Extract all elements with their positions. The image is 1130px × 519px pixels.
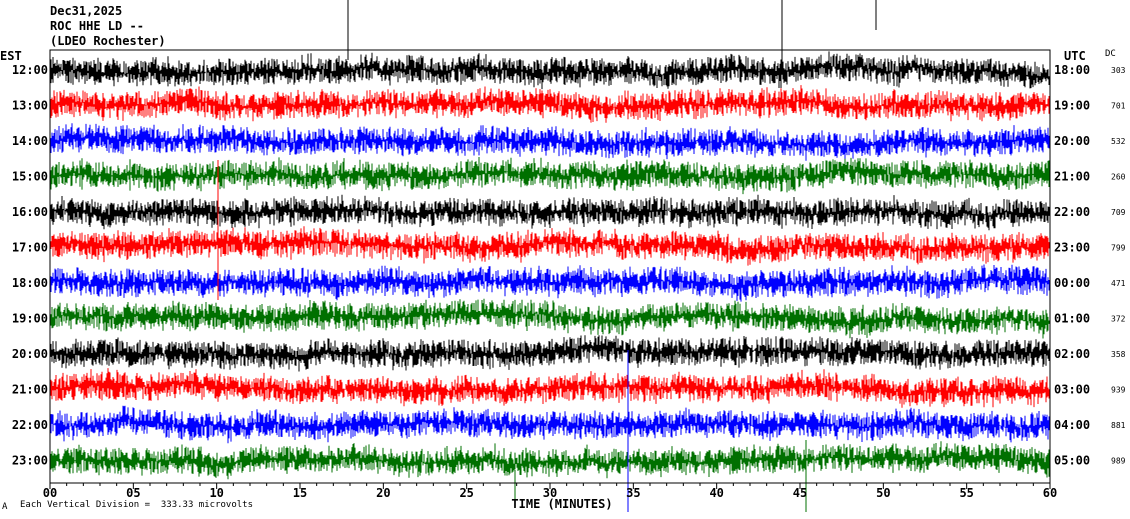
x-tick-label: 15 — [293, 486, 307, 500]
dc-offset-values: 303 701 532 260 709 799 471 372 358 939 881 989 — [1111, 66, 1126, 466]
x-tick-label: 30 — [543, 486, 557, 500]
right-time-label: 19:00 — [1054, 99, 1090, 113]
right-time-labels: 18:00 19:00 20:00 21:00 22:00 23:00 00:00 01:00… — [1054, 63, 1090, 468]
dc-value: 989 — [1111, 457, 1126, 466]
left-time-label: 17:00 — [12, 241, 48, 255]
left-time-label: 13:00 — [12, 99, 48, 113]
left-time-label: 23:00 — [12, 454, 48, 468]
dc-value: 471 — [1111, 279, 1126, 288]
left-time-label: 20:00 — [12, 347, 48, 361]
right-time-label: 03:00 — [1054, 383, 1090, 397]
dc-value: 372 — [1111, 315, 1126, 324]
left-zone-label: EST — [0, 49, 22, 63]
right-time-label: 23:00 — [1054, 241, 1090, 255]
trace-line — [49, 157, 1051, 195]
x-tick-label: 45 — [793, 486, 807, 500]
left-time-label: 19:00 — [12, 312, 48, 326]
right-time-label: 22:00 — [1054, 205, 1090, 219]
header-date: Dec31,2025 — [50, 4, 123, 18]
dc-value: 701 — [1111, 102, 1126, 111]
trace-line — [49, 51, 1051, 90]
right-time-label: 01:00 — [1054, 312, 1090, 326]
right-time-label: 21:00 — [1054, 170, 1090, 184]
corner-mark: A — [2, 502, 8, 512]
right-time-label: 04:00 — [1054, 418, 1090, 432]
left-time-label: 22:00 — [12, 418, 48, 432]
trace-line — [49, 85, 1051, 123]
dc-value: 881 — [1111, 421, 1126, 430]
right-time-label: 18:00 — [1054, 63, 1090, 77]
trace-line — [49, 226, 1051, 266]
trace-line — [49, 441, 1051, 480]
right-time-label: 00:00 — [1054, 276, 1090, 290]
dc-label: DC — [1105, 49, 1116, 59]
dc-value: 532 — [1111, 137, 1126, 146]
left-time-label: 15:00 — [12, 170, 48, 184]
trace-line — [49, 194, 1051, 231]
right-zone-label: UTC — [1064, 49, 1086, 63]
dc-value: 709 — [1111, 208, 1126, 217]
left-time-label: 12:00 — [12, 63, 48, 77]
trace-line — [49, 123, 1051, 162]
x-tick-label: 10 — [209, 486, 223, 500]
dc-value: 260 — [1111, 173, 1126, 182]
header-location: (LDEO Rochester) — [50, 34, 166, 48]
seismic-traces — [49, 0, 1051, 512]
trace-line — [49, 264, 1051, 302]
x-axis-ticks: 00 05 10 15 20 25 30 35 40 45 50 55 60 — [43, 483, 1057, 500]
dc-value: 939 — [1111, 386, 1126, 395]
scale-note: Each Vertical Division = 333.33 microvol… — [20, 500, 253, 510]
right-time-label: 20:00 — [1054, 134, 1090, 148]
x-tick-label: 20 — [376, 486, 390, 500]
x-tick-label: 35 — [626, 486, 640, 500]
trace-line — [49, 405, 1051, 444]
trace-line — [49, 298, 1051, 339]
left-time-labels: 12:00 13:00 14:00 15:00 16:00 17:00 18:00 19:00… — [12, 63, 48, 468]
right-time-label: 05:00 — [1054, 454, 1090, 468]
left-time-label: 18:00 — [12, 276, 48, 290]
x-tick-label: 00 — [43, 486, 57, 500]
header-station: ROC HHE LD -- — [50, 19, 144, 33]
x-tick-label: 60 — [1043, 486, 1057, 500]
left-time-label: 16:00 — [12, 205, 48, 219]
right-time-label: 02:00 — [1054, 347, 1090, 361]
dc-value: 799 — [1111, 244, 1126, 253]
x-tick-label: 55 — [959, 486, 973, 500]
trace-line — [49, 368, 1051, 408]
x-tick-label: 25 — [459, 486, 473, 500]
dc-value: 358 — [1111, 350, 1126, 359]
x-axis-label: TIME (MINUTES) — [511, 497, 612, 511]
left-time-label: 21:00 — [12, 383, 48, 397]
x-tick-label: 50 — [876, 486, 890, 500]
dc-value: 303 — [1111, 66, 1126, 75]
x-tick-label: 40 — [709, 486, 723, 500]
left-time-label: 14:00 — [12, 134, 48, 148]
x-tick-label: 05 — [126, 486, 140, 500]
trace-line — [49, 335, 1051, 372]
